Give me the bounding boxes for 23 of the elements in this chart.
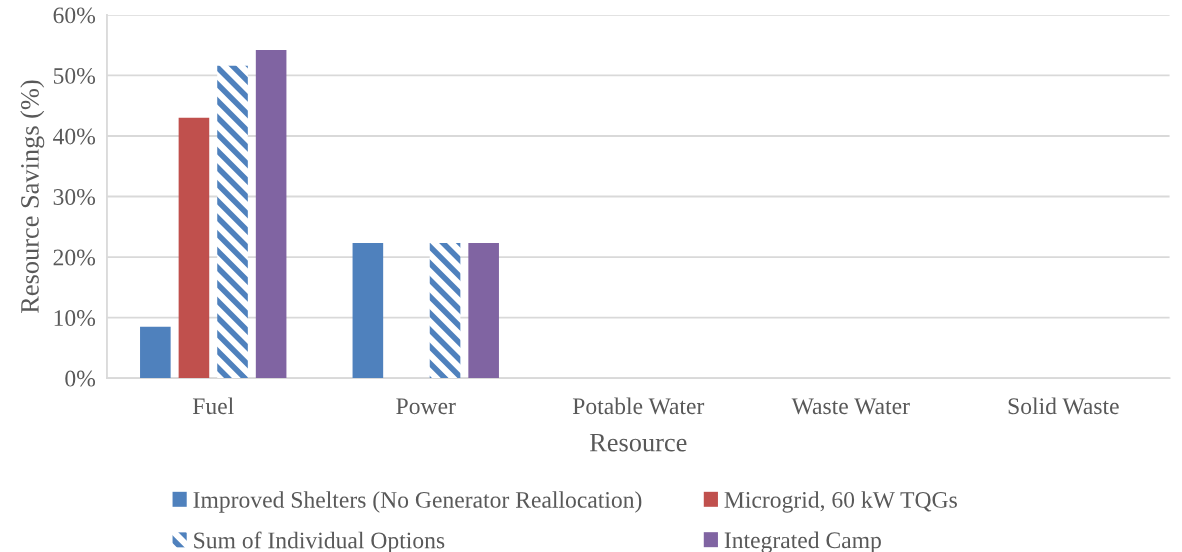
y-tick-label: 40% <box>53 128 96 145</box>
bar <box>140 326 171 379</box>
bar <box>429 243 461 379</box>
bar <box>217 65 248 379</box>
y-tick-label: 50% <box>53 67 96 84</box>
bar <box>255 50 287 379</box>
legend-label: Microgrid, 60 kW TQGs <box>724 491 957 513</box>
x-tick-label: Solid Waste <box>1008 397 1119 415</box>
bar <box>178 117 210 379</box>
y-tick-label: 30% <box>53 189 96 206</box>
y-tick-label: 60% <box>53 7 96 24</box>
y-tick-label: 10% <box>54 310 96 327</box>
x-tick-label: Waste Water <box>791 398 910 415</box>
x-tick-label: Power <box>396 398 456 415</box>
y-tick-label: 0% <box>65 370 96 387</box>
legend-label: Improved Shelters (No Generator Reallocation) <box>193 491 642 513</box>
y-axis-title: Resource Savings (%) <box>20 80 45 314</box>
bar <box>468 243 499 379</box>
x-axis-title: Resource <box>589 433 687 452</box>
x-tick-label: Potable Water <box>572 397 705 415</box>
y-tick-label: 20% <box>53 249 96 266</box>
x-tick-label: Fuel <box>192 397 234 415</box>
bar <box>352 243 384 379</box>
